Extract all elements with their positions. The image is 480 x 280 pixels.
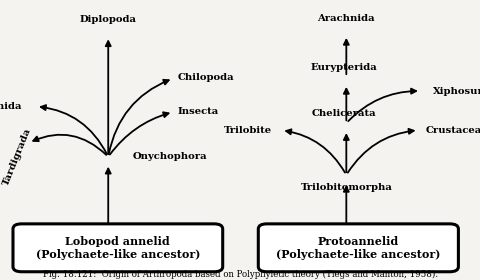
Text: Chelicerata: Chelicerata <box>311 109 375 118</box>
FancyBboxPatch shape <box>13 224 222 272</box>
Text: Xiphosurida: Xiphosurida <box>432 87 480 95</box>
Text: Pycnogonida: Pycnogonida <box>0 102 22 111</box>
Text: Chilopoda: Chilopoda <box>178 73 234 82</box>
Text: Diplopoda: Diplopoda <box>80 15 136 24</box>
Text: Onychophora: Onychophora <box>132 152 206 161</box>
Text: Trilobite: Trilobite <box>223 126 271 135</box>
Text: Lobopod annelid
(Polychaete-like ancestor): Lobopod annelid (Polychaete-like ancesto… <box>36 236 200 260</box>
Text: Arachnida: Arachnida <box>317 14 374 23</box>
FancyBboxPatch shape <box>258 224 457 272</box>
Text: Trilobitomorpha: Trilobitomorpha <box>300 183 392 192</box>
Text: Tardigrada: Tardigrada <box>1 127 33 187</box>
Text: Insecta: Insecta <box>178 107 219 116</box>
Text: Crustacea: Crustacea <box>425 126 480 135</box>
Text: Eurypterida: Eurypterida <box>310 63 376 72</box>
Text: Fig. 18.121:  Origin of Arthropoda based on Polyphyletic theory (Tiegs and Manto: Fig. 18.121: Origin of Arthropoda based … <box>43 269 437 279</box>
Text: Protoannelid
(Polychaete-like ancestor): Protoannelid (Polychaete-like ancestor) <box>276 236 440 260</box>
